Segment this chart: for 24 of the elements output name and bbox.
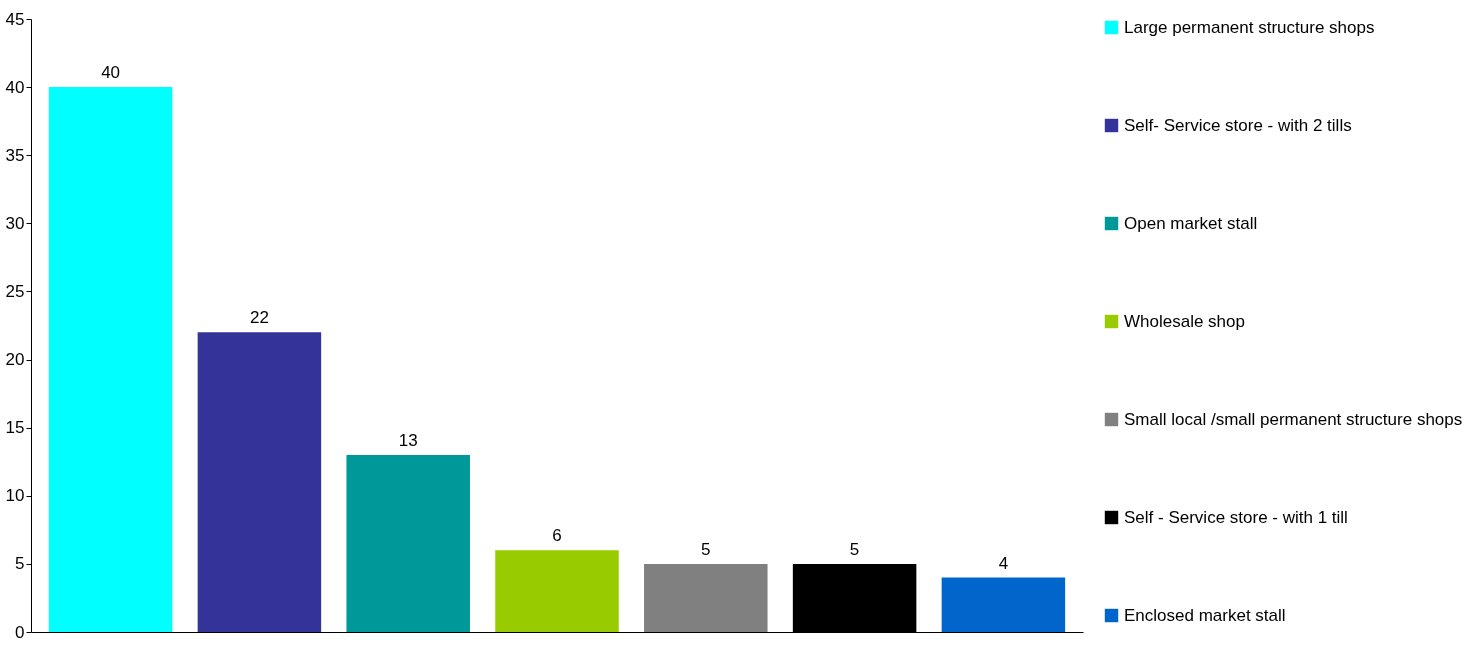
legend-label: Open market stall: [1124, 213, 1258, 233]
legend-label: Self- Service store - with 2 tills: [1124, 115, 1352, 135]
y-tick-label: 20: [5, 350, 25, 370]
data-label: 5: [701, 539, 711, 559]
data-label: 22: [249, 308, 269, 328]
data-label: 6: [552, 526, 562, 546]
legend-label: Wholesale shop: [1124, 311, 1245, 331]
legend-label: Enclosed market stall: [1124, 605, 1286, 625]
y-tick-label: 0: [15, 622, 25, 642]
y-tick-label: 5: [15, 554, 25, 574]
y-tick-label: 45: [5, 9, 25, 29]
y-tick-label: 10: [5, 486, 25, 506]
legend-label: Small local /small permanent structure shops: [1124, 409, 1463, 429]
y-tick-label: 35: [5, 145, 25, 165]
data-label: 5: [849, 539, 860, 559]
y-tick-label: 30: [5, 213, 25, 233]
data-label: 13: [398, 430, 418, 450]
y-tick-label: 15: [5, 418, 25, 438]
legend-label: Large permanent structure shops: [1124, 17, 1375, 37]
y-tick-label: 25: [5, 281, 25, 301]
data-label: 4: [998, 553, 1009, 573]
data-label: 40: [101, 63, 121, 83]
y-tick-label: 40: [5, 77, 25, 97]
legend-label: Self - Service store - with 1 till: [1124, 507, 1348, 527]
